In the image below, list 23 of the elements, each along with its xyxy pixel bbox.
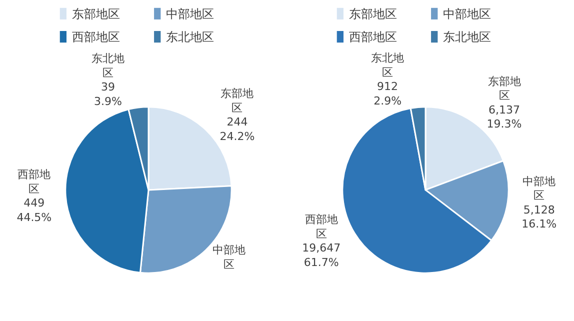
legend-label: 东部地区 xyxy=(72,7,120,21)
slice-label: 中部地区 xyxy=(212,244,246,271)
data-label: 5,128 16.1% xyxy=(522,203,557,231)
legend-label: 西部地区 xyxy=(349,30,397,44)
legend-label: 东北地区 xyxy=(443,30,491,44)
data-label: 19,647 61.7% xyxy=(302,242,341,269)
slice-label: 东北地区 xyxy=(371,52,404,79)
data-label: 244 24.2% xyxy=(220,116,255,144)
legend-label: 东部地区 xyxy=(349,7,397,21)
slice-label: 西部地区 xyxy=(18,168,51,196)
slice-label: 东部地区 xyxy=(488,74,521,102)
legend-label: 东北地区 xyxy=(166,30,214,44)
data-label: 39 3.9% xyxy=(94,80,122,108)
legend-label: 西部地区 xyxy=(72,30,120,44)
slice-label: 东北地区 xyxy=(91,52,124,80)
data-label: 912 2.9% xyxy=(374,80,402,108)
data-label: 449 44.5% xyxy=(16,196,52,224)
data-label: 6,137 19.3% xyxy=(486,103,522,131)
legend-label: 中部地区 xyxy=(166,7,214,21)
slice-label: 中部地区 xyxy=(522,174,556,202)
legend-label: 中部地区 xyxy=(443,7,491,21)
slice-label: 东部地区 xyxy=(220,87,254,114)
slice-label: 西部地区 xyxy=(304,212,338,240)
